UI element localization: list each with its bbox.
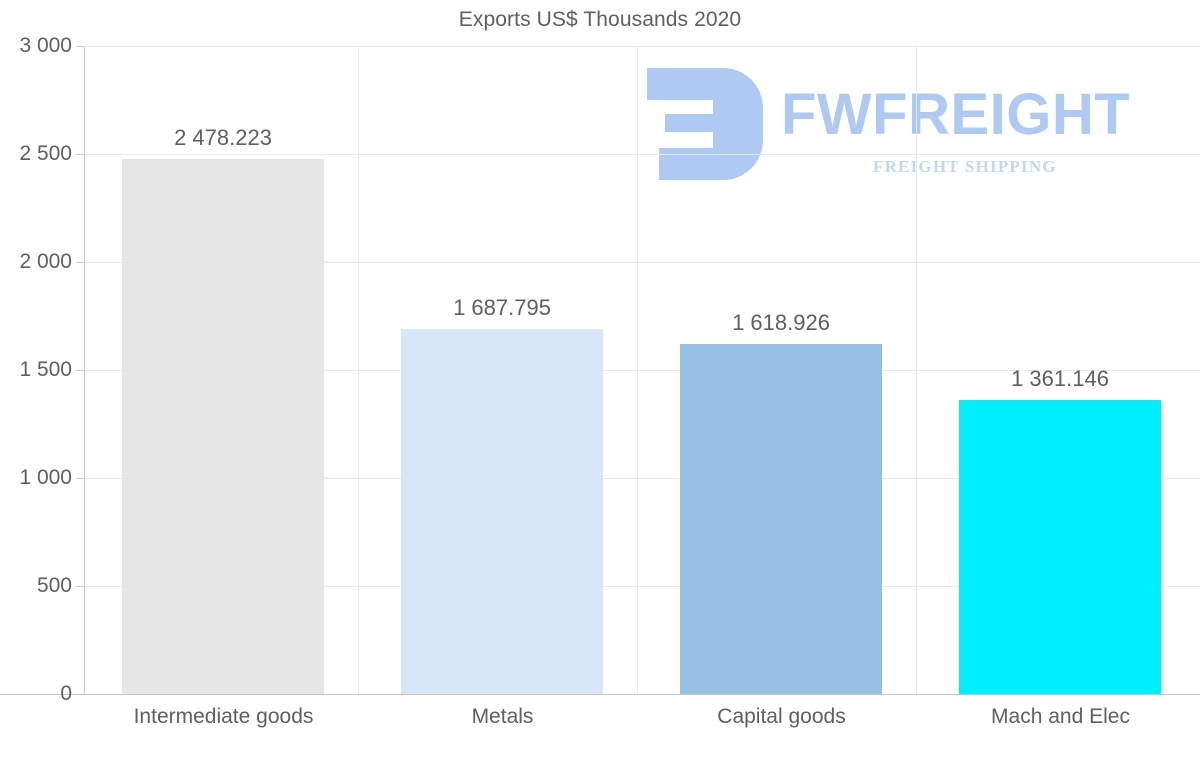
category-divider xyxy=(637,46,638,694)
gridline xyxy=(84,370,1200,371)
gridline xyxy=(84,154,1200,155)
bar-value-label-intermediate-goods: 2 478.223 xyxy=(174,124,272,150)
y-axis-label-2500: 2 500 xyxy=(19,142,72,165)
gridline xyxy=(84,262,1200,263)
x-axis-label-intermediate-goods: Intermediate goods xyxy=(133,705,314,728)
bar-metals[interactable] xyxy=(401,329,603,694)
y-axis-label-2000: 2 000 xyxy=(19,250,72,273)
y-tick-mark xyxy=(76,154,84,155)
x-axis-label-metals: Metals xyxy=(471,705,534,728)
category-divider xyxy=(358,46,359,694)
bar-capital-goods[interactable] xyxy=(680,344,882,694)
bar-value-label-mach-and-elec: 1 361.146 xyxy=(1011,365,1109,391)
y-tick-mark xyxy=(76,370,84,371)
y-tick-mark xyxy=(76,478,84,479)
gridline xyxy=(84,46,1200,47)
y-axis-label-3000: 3 000 xyxy=(19,34,72,57)
plot-area: 2 478.223 1 687.795 1 618.926 1 361.146 xyxy=(84,46,1200,694)
bar-mach-and-elec[interactable] xyxy=(959,400,1161,694)
y-tick-mark xyxy=(76,262,84,263)
x-axis-label-mach-and-elec: Mach and Elec xyxy=(991,705,1130,728)
category-divider xyxy=(916,46,917,694)
gridline xyxy=(84,586,1200,587)
y-axis-label-0: 0 xyxy=(60,682,72,705)
y-tick-mark xyxy=(76,46,84,47)
bar-value-label-capital-goods: 1 618.926 xyxy=(732,310,830,336)
bar-value-label-metals: 1 687.795 xyxy=(453,295,551,321)
x-axis-label-capital-goods: Capital goods xyxy=(717,705,846,728)
bar-intermediate-goods[interactable] xyxy=(122,158,324,694)
y-tick-mark xyxy=(76,586,84,587)
gridline xyxy=(84,478,1200,479)
y-axis-label-1500: 1 500 xyxy=(19,358,72,381)
y-axis-label-500: 500 xyxy=(36,574,72,597)
x-axis-line xyxy=(0,694,1200,695)
y-axis-label-1000: 1 000 xyxy=(19,466,72,489)
chart-title: Exports US$ Thousands 2020 xyxy=(458,8,742,31)
y-tick-mark xyxy=(76,694,84,695)
